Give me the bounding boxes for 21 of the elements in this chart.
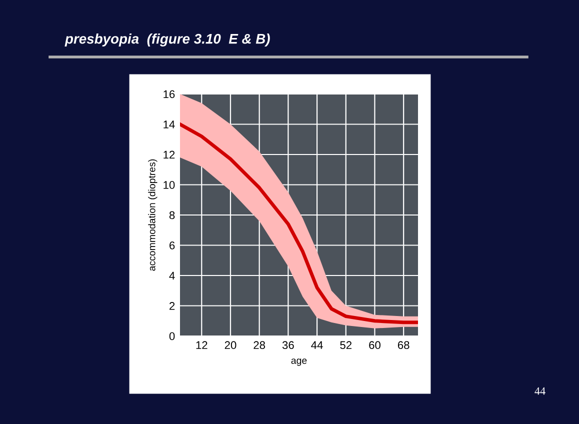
- y-tick-label: 0: [169, 332, 175, 340]
- chart-title: presbyopia (figure 3.10 E & B): [64, 34, 270, 46]
- y-tick-label: 6: [170, 242, 175, 250]
- y-tick-label: 10: [164, 181, 175, 189]
- y-tick-label: 2: [170, 302, 175, 310]
- x-tick-label: 36: [282, 341, 294, 350]
- y-tick-label: 8: [169, 211, 175, 220]
- y-tick-label: 4: [169, 272, 175, 280]
- x-tick-label: 52: [340, 341, 352, 350]
- x-tick-label: 20: [224, 341, 236, 350]
- x-tick-label: 44: [311, 341, 323, 349]
- y-tick-label: 16: [164, 90, 175, 98]
- x-axis-title: age: [291, 358, 307, 366]
- y-tick-label: 12: [164, 150, 175, 159]
- x-tick-label: 68: [398, 341, 410, 350]
- y-tick-label: 14: [164, 120, 175, 128]
- text: 44: [534, 387, 546, 395]
- x-tick-label: 12: [196, 341, 208, 349]
- y-axis-title: accommodation (dioptres): [148, 159, 158, 271]
- x-tick-label: 60: [369, 341, 380, 350]
- x-tick-label: 28: [254, 341, 266, 350]
